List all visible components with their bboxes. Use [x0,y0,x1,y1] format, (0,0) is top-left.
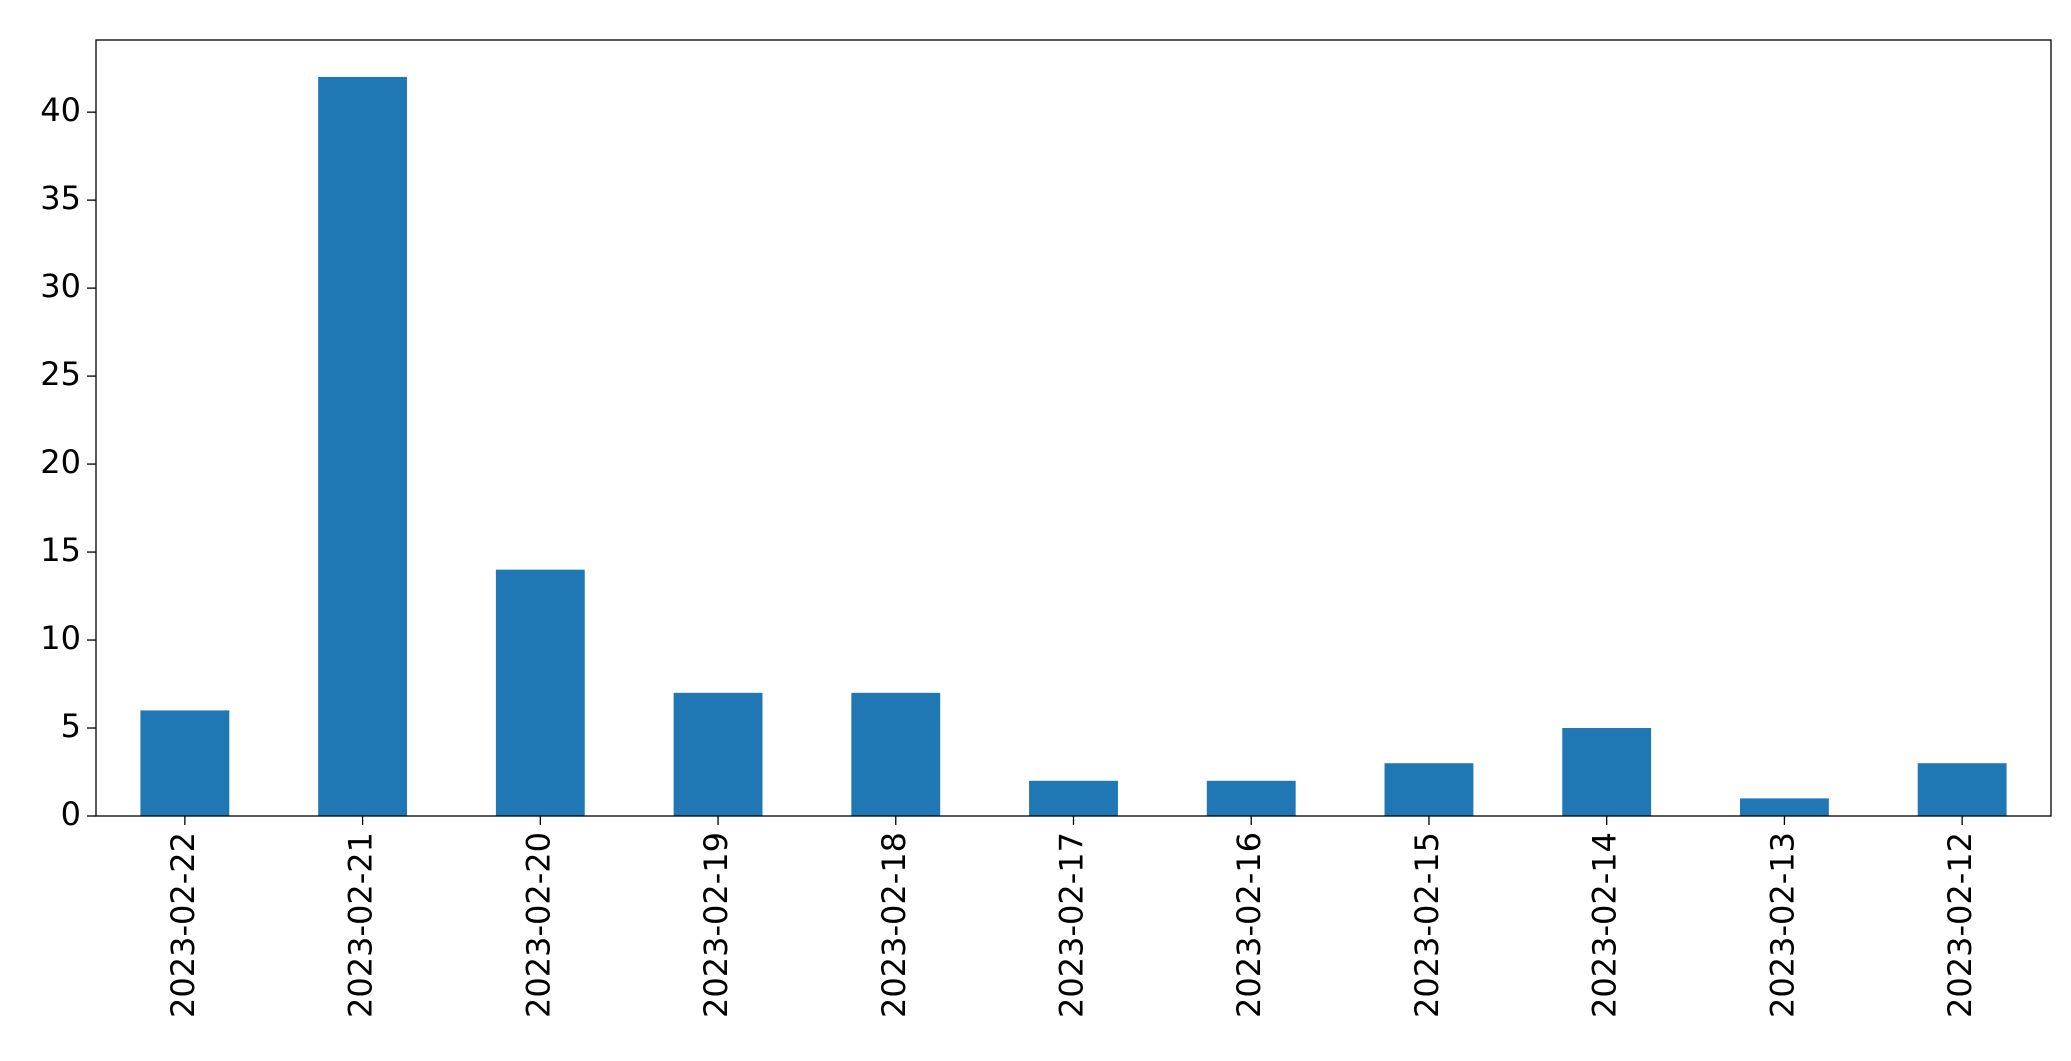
bar [318,76,408,816]
bar [1206,780,1296,816]
bar [1739,798,1829,816]
bar [673,692,763,816]
x-tick-label: 2023-02-18 [875,832,913,1018]
x-tick-label: 2023-02-21 [342,832,380,1018]
bar [1029,780,1118,816]
x-tick-label: 2023-02-19 [697,832,735,1018]
y-tick-label: 5 [61,707,81,745]
y-tick-label: 30 [40,267,81,305]
bar [1384,763,1474,816]
y-tick-label: 20 [40,443,81,481]
x-tick-label: 2023-02-20 [519,832,557,1018]
x-tick-label: 2023-02-14 [1586,832,1624,1018]
bar [1562,728,1652,816]
y-tick-label: 0 [61,795,81,833]
x-tick-label: 2023-02-15 [1408,832,1446,1018]
x-tick-label: 2023-02-12 [1941,832,1979,1018]
bar [495,569,585,816]
y-tick-label: 15 [40,531,81,569]
bar [140,710,230,816]
bar [851,692,941,816]
y-tick-label: 25 [40,355,81,393]
x-tick-label: 2023-02-22 [164,832,202,1018]
x-tick-label: 2023-02-16 [1230,832,1268,1018]
y-tick-label: 35 [40,179,81,217]
plot-frame [95,39,2052,817]
y-tick-label: 40 [40,91,81,129]
bar [1917,763,2007,816]
x-tick-label: 2023-02-17 [1053,832,1091,1018]
y-tick-label: 10 [40,619,81,657]
x-tick-label: 2023-02-13 [1763,832,1801,1018]
